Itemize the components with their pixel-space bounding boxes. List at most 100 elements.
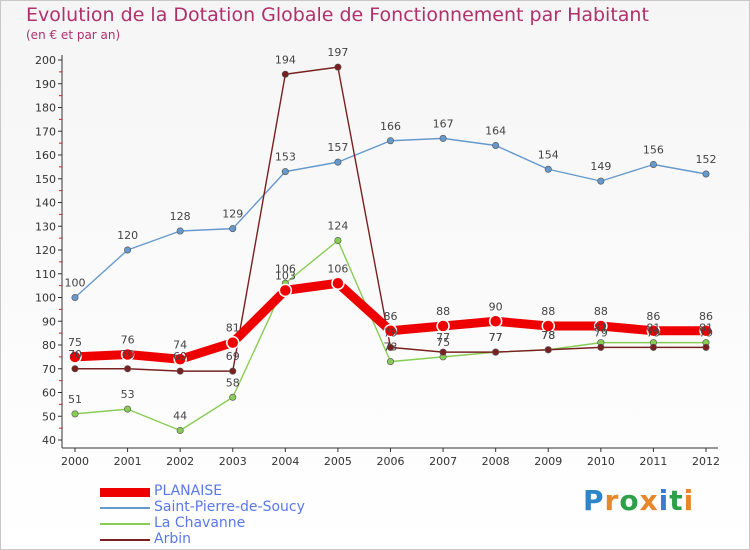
x-tick-label: 2004 [271, 455, 299, 468]
y-tick-label: 100 [35, 292, 56, 305]
data-label: 194 [275, 53, 296, 66]
data-point [646, 324, 661, 338]
x-tick-label: 2003 [219, 455, 247, 468]
data-point [334, 237, 342, 245]
data-point [702, 343, 710, 351]
x-tick-label: 2007 [429, 455, 457, 468]
y-tick-label: 170 [35, 125, 56, 138]
data-label: 77 [489, 331, 503, 344]
legend-swatch [100, 487, 150, 497]
y-tick-label: 150 [35, 173, 56, 186]
data-label: 86 [384, 310, 398, 323]
x-tick-label: 2001 [114, 455, 142, 468]
x-tick-label: 2010 [587, 455, 615, 468]
y-tick-label: 120 [35, 244, 56, 257]
legend-swatch [100, 539, 150, 541]
data-point [334, 158, 342, 166]
data-point [386, 358, 394, 366]
legend-label: La Chavanne [154, 515, 246, 531]
data-point [71, 410, 79, 418]
data-label: 120 [117, 229, 138, 242]
data-label: 106 [275, 262, 296, 275]
data-point [68, 350, 82, 364]
data-label: 124 [327, 220, 348, 233]
data-label: 156 [643, 144, 664, 157]
data-point [226, 335, 240, 350]
data-label: 69 [173, 350, 187, 363]
data-label: 73 [384, 341, 398, 354]
data-point [229, 367, 237, 375]
data-label: 106 [327, 262, 348, 275]
data-label: 167 [433, 117, 454, 130]
data-label: 70 [121, 348, 135, 361]
data-point [386, 137, 394, 145]
data-label: 78 [541, 329, 555, 342]
data-point [71, 365, 79, 373]
x-tick-label: 2005 [324, 455, 352, 468]
data-label: 76 [121, 334, 135, 347]
logo-letter: o [619, 484, 640, 517]
x-tick-label: 2011 [639, 455, 667, 468]
x-tick-label: 2002 [166, 455, 194, 468]
data-point [699, 324, 713, 338]
logo-letter: x [639, 484, 659, 517]
data-label: 53 [121, 388, 135, 401]
chart-subtitle: (en € et par an) [26, 28, 121, 42]
y-tick-label: 200 [35, 54, 56, 67]
y-tick-label: 50 [42, 410, 56, 423]
data-label: 88 [436, 305, 450, 318]
data-point [120, 347, 135, 362]
proxiti-logo: Proxiti [583, 484, 694, 517]
y-tick-label: 180 [35, 102, 56, 115]
legend-label: Arbin [154, 531, 191, 547]
y-tick-label: 70 [42, 363, 56, 376]
data-label: 164 [485, 125, 506, 138]
data-point [544, 346, 552, 354]
data-label: 81 [699, 322, 713, 335]
data-point [649, 343, 657, 351]
data-label: 88 [594, 305, 608, 318]
data-point [176, 367, 184, 375]
data-label: 152 [696, 153, 717, 166]
data-label: 81 [646, 322, 660, 335]
logo-letter: P [583, 484, 605, 517]
logo-letter: r [604, 484, 620, 517]
y-tick-label: 110 [35, 268, 56, 281]
data-point [278, 283, 293, 298]
data-label: 197 [327, 46, 348, 59]
y-tick-label: 40 [42, 434, 56, 447]
data-point [173, 352, 187, 366]
data-point [439, 134, 447, 142]
data-point [492, 142, 500, 150]
data-point [229, 393, 237, 401]
data-label: 90 [489, 300, 503, 313]
y-tick-label: 90 [42, 315, 56, 328]
data-point [176, 426, 184, 434]
data-label: 103 [275, 269, 296, 282]
logo-letter: t [669, 484, 684, 517]
data-point [597, 343, 605, 351]
data-label: 157 [327, 141, 348, 154]
legend-swatch [100, 523, 150, 525]
data-point [488, 314, 503, 328]
data-label: 70 [68, 348, 82, 361]
data-label: 149 [590, 160, 611, 173]
data-label: 77 [489, 331, 503, 344]
data-label: 79 [384, 326, 398, 339]
data-label: 69 [226, 350, 240, 363]
legend-label: Saint-Pierre-de-Soucy [154, 499, 305, 515]
data-label: 75 [436, 336, 450, 349]
data-point [597, 177, 605, 185]
data-label: 79 [646, 326, 660, 339]
data-label: 79 [594, 326, 608, 339]
data-point [281, 70, 289, 78]
data-label: 153 [275, 151, 296, 164]
data-point [544, 165, 552, 173]
x-tick-label: 2000 [61, 455, 89, 468]
data-point [281, 168, 289, 176]
data-label: 100 [65, 277, 86, 290]
x-tick-label: 2009 [534, 455, 562, 468]
data-point [594, 319, 608, 333]
data-label: 75 [68, 336, 82, 349]
x-tick-label: 2012 [692, 455, 720, 468]
